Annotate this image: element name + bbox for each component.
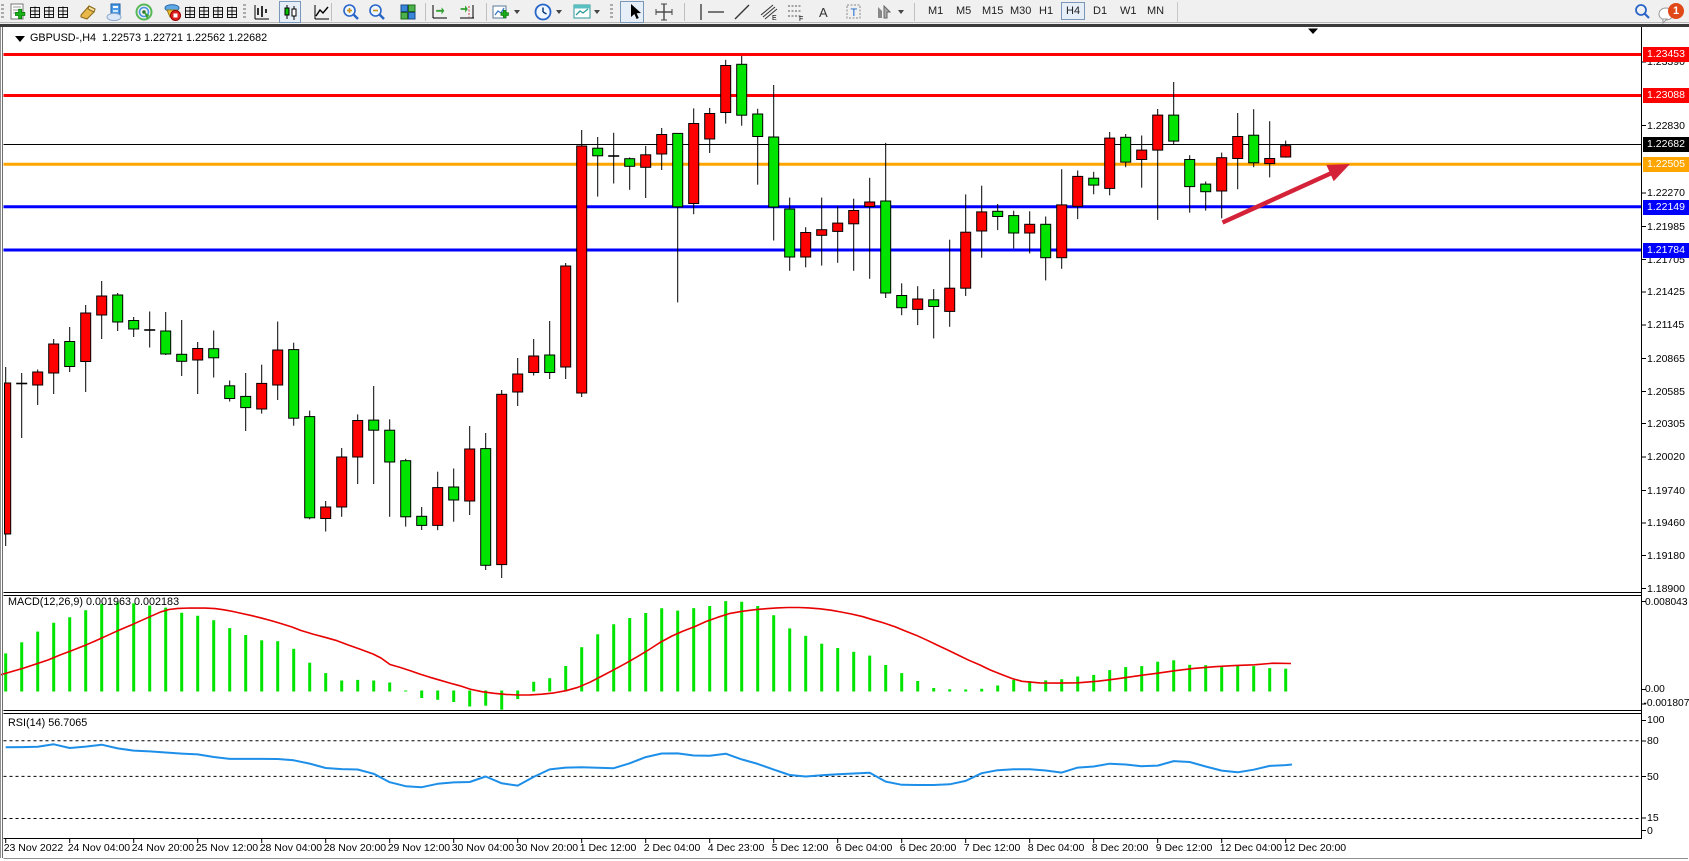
svg-text:E: E <box>772 15 777 21</box>
svg-text:T: T <box>851 7 858 19</box>
svg-text:F: F <box>799 16 803 21</box>
